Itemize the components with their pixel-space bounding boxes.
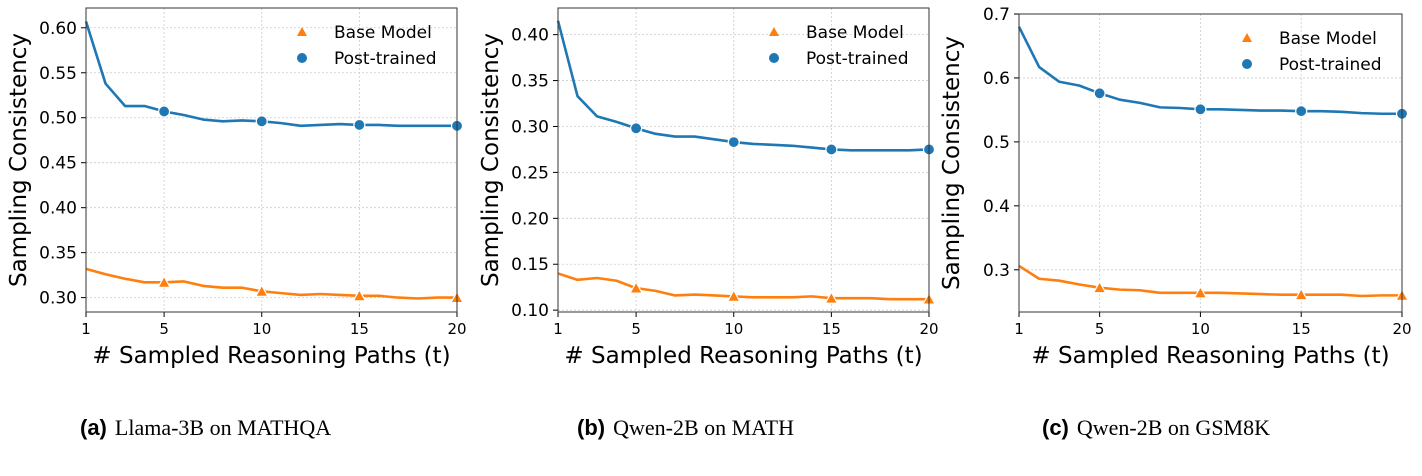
x-tick-label: 1: [81, 320, 91, 338]
y-tick-label: 0.6: [983, 69, 1010, 89]
y-tick-label: 0.3: [983, 261, 1010, 281]
data-point: [255, 115, 268, 128]
x-axis-label: # Sampled Reasoning Paths (t): [92, 343, 450, 369]
x-tick-label: 15: [1292, 320, 1311, 338]
data-point: [1194, 103, 1207, 116]
data-point: [630, 122, 643, 135]
series-line-triangle: [1018, 264, 1402, 298]
subplot-3: 1 5 10 15 200.30.40.50.60.7# Sampled Reasoni…: [939, 5, 1412, 369]
series-line-triangle: [85, 267, 457, 300]
plot-frame: [85, 7, 458, 313]
data-point: [254, 284, 269, 297]
caption-text: Llama-3B on MATHQA: [114, 415, 332, 440]
y-tick-label: 0.20: [511, 209, 549, 229]
x-tick-label: 5: [159, 320, 169, 338]
legend-marker-circle: [769, 53, 779, 63]
y-tick-label: 0.35: [511, 72, 549, 92]
x-tick-label: 15: [822, 320, 841, 338]
data-point: [1193, 285, 1208, 299]
x-tick-label: 20: [447, 320, 466, 338]
caption-tag: (a): [80, 415, 107, 440]
legend-label: Post-trained: [1279, 55, 1382, 75]
x-tick-label: 10: [1191, 320, 1210, 338]
x-tick-label: 20: [1392, 320, 1411, 338]
data-point: [1092, 280, 1107, 294]
y-axis-label: Sampling Consistency: [478, 33, 504, 287]
y-tick-label: 0.45: [39, 154, 77, 174]
y-tick-label: 0.5: [983, 133, 1010, 153]
caption-text: Qwen-2B on GSM8K: [1076, 415, 1271, 440]
x-tick-label: 10: [252, 320, 271, 338]
y-tick-label: 0.35: [39, 244, 77, 264]
legend-label: Post-trained: [334, 49, 437, 69]
data-point: [726, 289, 741, 302]
subplot-1: 1 5 10 15 200.300.350.400.450.500.550.60# Sa…: [6, 7, 467, 369]
y-tick-label: 0.15: [511, 255, 549, 275]
legend-label: Post-trained: [806, 49, 909, 69]
caption-text: Qwen-2B on MATH: [613, 415, 794, 440]
x-axis-label: # Sampled Reasoning Paths (t): [564, 343, 922, 369]
y-tick-label: 0.7: [983, 5, 1010, 25]
y-tick-label: 0.40: [511, 26, 549, 46]
series-line-circle: [556, 20, 930, 152]
y-axis-label: Sampling Consistency: [6, 33, 32, 287]
caption-c: (c) Qwen-2B on GSM8K: [1042, 415, 1270, 441]
series-line-circle: [1017, 26, 1402, 116]
x-tick-label: 15: [350, 320, 369, 338]
subplot-2: 1 5 10 15 200.100.150.200.250.300.350.40# Sa…: [478, 7, 939, 369]
y-tick-label: 0.60: [39, 19, 77, 39]
x-tick-label: 1: [1014, 320, 1024, 338]
y-tick-label: 0.55: [39, 64, 77, 84]
data-point: [1295, 105, 1308, 118]
legend-label: Base Model: [806, 23, 904, 43]
data-point: [629, 280, 644, 294]
data-point: [353, 118, 366, 132]
legend-label: Base Model: [334, 23, 432, 43]
y-axis-label: Sampling Consistency: [939, 36, 965, 290]
data-point: [825, 143, 838, 156]
legend-marker-triangle: [297, 27, 307, 36]
y-tick-label: 0.30: [39, 289, 77, 309]
x-axis-label: # Sampled Reasoning Paths (t): [1031, 343, 1389, 369]
plot-frame: [1018, 13, 1403, 313]
x-tick-label: 5: [1095, 320, 1105, 338]
x-tick-label: 1: [553, 320, 563, 338]
caption-a: (a) Llama-3B on MATHQA: [80, 415, 331, 441]
data-point: [158, 105, 171, 118]
series-line-triangle: [557, 272, 929, 301]
y-tick-label: 0.40: [39, 199, 77, 219]
data-point: [352, 288, 367, 302]
data-point: [727, 135, 740, 149]
legend-marker-circle: [297, 53, 307, 63]
x-tick-label: 5: [631, 320, 641, 338]
plot-frame: [557, 7, 930, 313]
legend-label: Base Model: [1279, 29, 1377, 49]
x-tick-label: 10: [724, 320, 743, 338]
caption-tag: (b): [577, 415, 606, 440]
x-tick-label: 20: [919, 320, 938, 338]
legend-marker-circle: [1242, 59, 1252, 69]
y-tick-label: 0.50: [39, 109, 77, 129]
data-point: [157, 275, 172, 288]
data-point: [1294, 287, 1309, 301]
caption-tag: (c): [1042, 415, 1069, 440]
series-line-circle: [84, 21, 457, 128]
legend-marker-triangle: [769, 27, 779, 36]
data-point: [1093, 87, 1106, 100]
data-point: [824, 290, 839, 304]
y-tick-label: 0.25: [511, 163, 549, 183]
legend-marker-triangle: [1242, 33, 1252, 42]
caption-b: (b) Qwen-2B on MATH: [577, 415, 794, 441]
y-tick-label: 0.4: [983, 197, 1010, 217]
y-tick-label: 0.30: [511, 117, 549, 137]
y-tick-label: 0.10: [511, 301, 549, 321]
